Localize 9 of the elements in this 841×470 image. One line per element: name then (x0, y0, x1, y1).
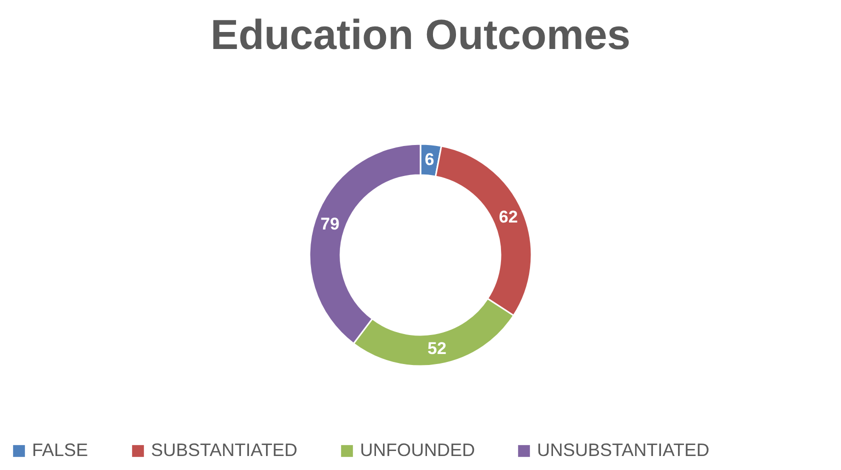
data-label: 79 (320, 214, 340, 234)
legend-label: FALSE (32, 440, 88, 460)
legend-label: SUBSTANTIATED (151, 440, 298, 460)
legend-label: UNFOUNDED (360, 440, 475, 460)
legend-label: UNSUBSTANTIATED (537, 440, 710, 460)
data-label: 6 (424, 150, 434, 169)
chart-title: Education Outcomes (210, 11, 631, 58)
data-label: 62 (498, 208, 518, 227)
data-label: 52 (428, 339, 446, 358)
